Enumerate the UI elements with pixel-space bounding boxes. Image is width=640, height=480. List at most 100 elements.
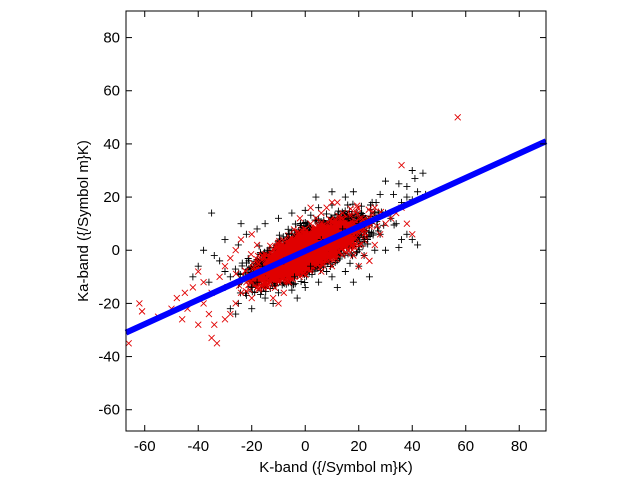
- plus-point-21: [395, 244, 403, 252]
- cross-point-44: [371, 241, 379, 249]
- plus-point-64: [323, 268, 331, 276]
- cross-point-53: [237, 289, 245, 297]
- plus-point-44: [200, 246, 208, 254]
- plus-point-3: [419, 169, 427, 177]
- plus-point-1: [408, 166, 416, 174]
- cross-point-20: [237, 236, 245, 243]
- cross-point-65: [291, 268, 298, 275]
- cross-point-9: [178, 316, 186, 323]
- plus-point-82: [328, 188, 336, 196]
- cross-point-87: [328, 262, 336, 270]
- cross-point-86: [317, 268, 325, 275]
- cross-point-8: [181, 289, 189, 297]
- plus-point-80: [360, 236, 368, 244]
- plus-point-51: [288, 209, 296, 217]
- y-tick-label: 20: [103, 189, 120, 206]
- cross-point-57: [248, 294, 256, 302]
- plus-point-48: [253, 225, 261, 233]
- plus-point-77: [344, 214, 352, 222]
- plus-point-62: [349, 278, 357, 286]
- y-tick-label: 40: [103, 136, 120, 153]
- cross-point-32: [307, 220, 314, 227]
- plus-point-71: [237, 220, 245, 228]
- plus-point-23: [371, 246, 379, 254]
- cross-point-54: [232, 300, 240, 307]
- x-axis-label: K-band ({/Symbol m}K): [259, 459, 412, 476]
- cross-point-12: [213, 339, 221, 347]
- plus-point-42: [210, 252, 218, 260]
- plus-point-50: [274, 214, 282, 222]
- plus-point-75: [381, 246, 389, 254]
- cross-point-64: [285, 278, 293, 286]
- plus-point-55: [341, 193, 349, 201]
- plus-point-58: [189, 273, 197, 281]
- plus-point-70: [371, 209, 379, 217]
- plus-point-39: [226, 305, 234, 313]
- cross-point-62: [275, 300, 282, 307]
- cross-point-63: [280, 289, 288, 297]
- cross-point-25: [269, 273, 277, 281]
- plus-point-4: [414, 188, 422, 196]
- cross-point-41: [355, 241, 363, 249]
- plus-point-74: [285, 230, 293, 238]
- cross-point-18: [227, 254, 234, 262]
- plus-point-41: [216, 257, 224, 265]
- plus-point-30: [293, 294, 301, 302]
- plus-point-20: [414, 241, 422, 249]
- plus-point-35: [253, 278, 261, 286]
- cross-point-13: [189, 284, 197, 291]
- plus-point-43: [205, 278, 213, 286]
- cross-point-81: [205, 310, 213, 318]
- plus-point-7: [381, 177, 389, 185]
- plus-point-65: [307, 262, 315, 270]
- plus-point-67: [264, 246, 272, 254]
- y-tick-label: 60: [103, 83, 120, 100]
- plus-point-27: [328, 273, 336, 281]
- x-tick-label: -60: [134, 438, 156, 455]
- cross-point-26: [275, 278, 282, 286]
- plus-point-49: [261, 220, 269, 228]
- plus-point-18: [403, 230, 411, 238]
- plus-point-31: [288, 286, 296, 294]
- plus-point-78: [291, 273, 299, 281]
- cross-point-21: [248, 230, 256, 238]
- cross-point-30: [296, 236, 304, 243]
- x-tick-label: -40: [187, 438, 209, 455]
- cross-point-83: [210, 321, 218, 328]
- cross-point-36: [328, 199, 336, 206]
- cross-point-71: [323, 230, 330, 238]
- x-tick-label: -20: [241, 438, 263, 455]
- cross-point-16: [216, 273, 223, 281]
- cross-point-85: [194, 268, 202, 275]
- plot-frame: [125, 10, 547, 432]
- y-tick-label: -20: [98, 295, 120, 312]
- plus-point-40: [221, 268, 229, 276]
- axis-ticks: -60 -40 -20 0 20 40 60 80 -60 -40 -20 0 20 40 60 80: [98, 11, 546, 455]
- x-tick-label: 0: [301, 438, 309, 455]
- cross-point-47: [387, 215, 395, 222]
- plus-point-59: [232, 310, 240, 318]
- x-tick-label: 40: [404, 438, 421, 455]
- cross-point-55: [227, 310, 234, 318]
- cross-point-4: [138, 308, 146, 315]
- plus-point-26: [341, 268, 349, 276]
- cross-point-11: [208, 334, 215, 342]
- cross-point-89: [307, 204, 314, 212]
- plus-point-47: [242, 230, 250, 238]
- cross-point-60: [264, 284, 272, 291]
- cross-point-50: [403, 220, 411, 227]
- x-tick-label: 80: [511, 438, 528, 455]
- y-axis-label: Ka-band ({/Symbol m}K): [75, 140, 92, 302]
- cross-point-7: [173, 294, 181, 302]
- x-tick-label: 20: [350, 438, 367, 455]
- x-tick-label: 60: [457, 438, 474, 455]
- series-fit-line: [124, 138, 548, 336]
- cross-point-76: [350, 252, 357, 259]
- plus-point-9: [376, 190, 384, 198]
- cross-point-0: [454, 114, 462, 121]
- cross-point-77: [355, 262, 363, 270]
- y-tick-label: 0: [112, 242, 120, 259]
- cross-point-31: [301, 225, 309, 233]
- cross-point-46: [382, 220, 389, 227]
